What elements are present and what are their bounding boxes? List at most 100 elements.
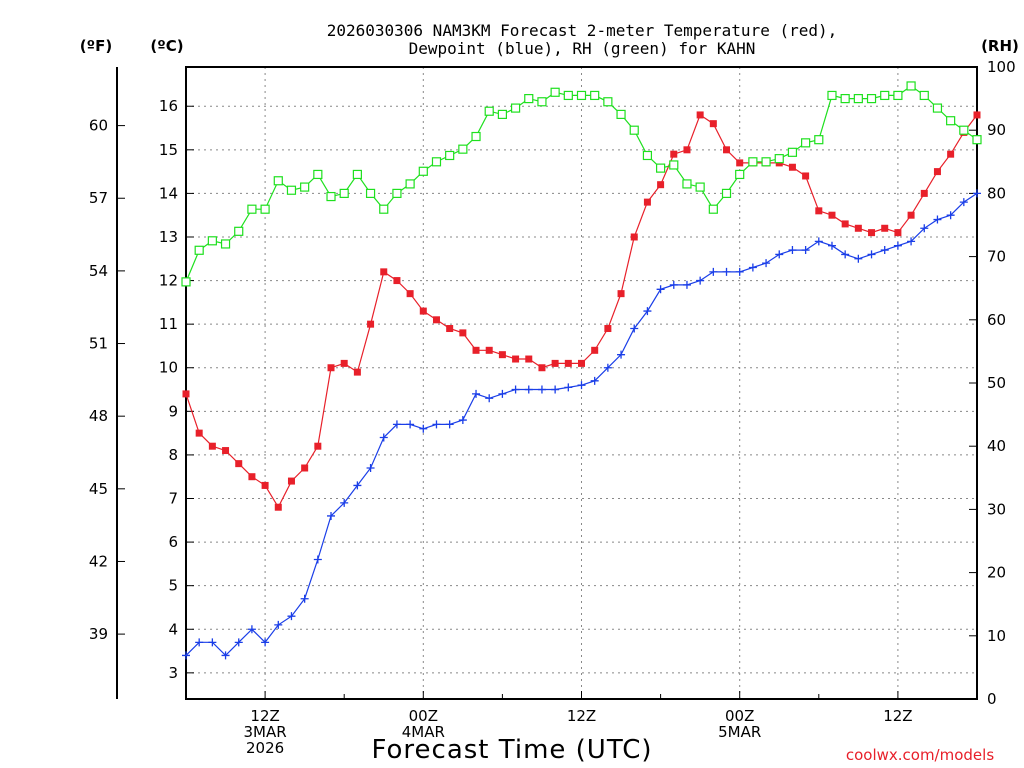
rh-point <box>853 93 863 104</box>
rh-point <box>932 103 943 113</box>
chart-title-line1: 2026030306 NAM3KM Forecast 2-meter Tempe… <box>327 21 838 40</box>
dewpoint-point <box>735 267 744 276</box>
dewpoint-point <box>313 555 322 564</box>
rh-tick-label: 70 <box>987 248 1006 266</box>
temperature-point <box>894 229 902 237</box>
dewpoint-point <box>406 420 415 429</box>
temperature-point <box>788 163 796 171</box>
temperature-point <box>380 268 388 276</box>
temperature-point <box>617 290 625 298</box>
temperature-point <box>947 150 955 158</box>
rh-point <box>273 176 283 186</box>
temperature-point <box>406 290 414 298</box>
rh-tick-label: 0 <box>987 690 997 708</box>
c-tick-label: 15 <box>159 141 178 159</box>
rh-tick-label: 100 <box>987 58 1016 76</box>
f-tick-label: 42 <box>89 552 108 570</box>
c-tick-label: 12 <box>159 272 178 290</box>
rh-point <box>669 160 679 170</box>
temperature-point <box>841 220 849 228</box>
f-tick-label: 60 <box>89 117 108 135</box>
temperature-point <box>498 351 506 359</box>
dewpoint-point <box>261 638 270 647</box>
rh-point <box>787 147 798 157</box>
rh-point <box>616 109 626 120</box>
dewpoint-point <box>577 381 586 390</box>
dewpoint-point <box>722 267 731 276</box>
temperature-point <box>657 181 665 189</box>
temperature-point <box>367 320 375 328</box>
temperature-point <box>551 359 559 367</box>
dewpoint-point <box>195 638 204 647</box>
dewpoint-point <box>959 198 968 207</box>
rh-point <box>497 109 507 120</box>
rh-point <box>339 188 349 198</box>
dewpoint-point <box>893 241 902 250</box>
temperature-point <box>538 364 546 372</box>
dewpoint-point <box>564 383 573 392</box>
dewpoint-point <box>788 246 797 255</box>
dewpoint-point <box>511 385 520 394</box>
f-tick-label: 57 <box>89 189 108 207</box>
dewpoint-point <box>880 246 889 255</box>
dewpoint-point <box>551 385 560 394</box>
dewpoint-point <box>709 267 718 276</box>
rh-point <box>576 90 587 101</box>
f-tick-label: 51 <box>89 335 108 353</box>
rh-point <box>260 204 270 214</box>
dewpoint-point <box>392 420 401 429</box>
rh-point <box>445 150 455 161</box>
c-tick-label: 8 <box>168 446 178 464</box>
rh-point <box>484 106 494 116</box>
f-tick-label: 54 <box>89 262 108 280</box>
rh-tick-label: 60 <box>987 311 1006 329</box>
rh-point <box>510 103 521 113</box>
x-axis-label: Forecast Time (UTC) <box>371 735 652 765</box>
dewpoint-point <box>247 625 256 634</box>
rh-point <box>603 97 613 107</box>
rh-point <box>405 179 415 189</box>
temperature-point <box>881 224 889 232</box>
dewpoint-point <box>775 250 784 259</box>
rh-tick-label: 50 <box>987 374 1006 392</box>
temperature-point <box>340 359 348 367</box>
dewpoint-point <box>920 224 929 233</box>
dewpoint-point <box>472 389 481 398</box>
temperature-point <box>472 346 480 354</box>
rh-point <box>418 166 428 176</box>
rh-tick-label: 40 <box>987 437 1006 455</box>
dewpoint-point <box>973 189 981 198</box>
temperature-point <box>630 233 638 241</box>
rh-tick-label: 30 <box>987 500 1006 518</box>
rh-point <box>194 245 204 255</box>
temperature-point <box>854 224 862 232</box>
temperature-line <box>185 113 978 509</box>
dewpoint-point <box>537 385 546 394</box>
dewpoint-point <box>854 254 863 263</box>
rh-point <box>563 90 573 101</box>
rh-point <box>458 144 468 154</box>
dewpoint-point <box>340 498 349 507</box>
c-tick-label: 7 <box>168 490 178 508</box>
dewpoint-point <box>221 651 230 660</box>
rh-point <box>919 90 929 101</box>
rh-point <box>326 191 336 202</box>
c-tick-label: 6 <box>168 533 178 551</box>
temperature-point <box>591 346 599 354</box>
rh-point <box>365 188 376 198</box>
dewpoint-point <box>762 259 771 268</box>
dewpoint-point <box>630 324 639 333</box>
axis-ticks: 3456789101112131415163942454851545760010… <box>89 58 1016 757</box>
rh-point <box>972 135 982 145</box>
dewpoint-point <box>327 511 336 520</box>
rh-point <box>247 204 257 214</box>
time-tick-label: 5MAR <box>718 723 761 741</box>
dewpoint-point <box>841 250 850 259</box>
dewpoint-point <box>419 424 428 433</box>
dewpoint-point <box>656 285 665 294</box>
temperature-point <box>327 364 335 372</box>
rh-point <box>735 169 745 180</box>
temperature-point <box>222 447 230 455</box>
dewpoint-point <box>827 241 836 250</box>
temperature-point <box>683 146 691 154</box>
